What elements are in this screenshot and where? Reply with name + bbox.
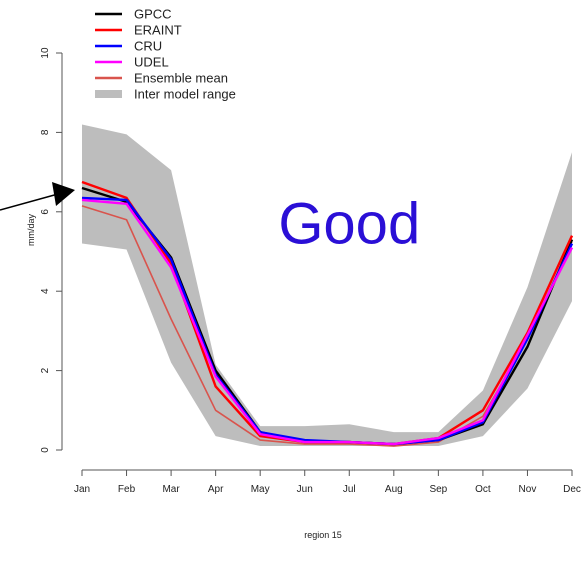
legend-label: CRU (134, 39, 162, 54)
legend-label: Inter model range (134, 87, 236, 102)
y-tick-label: 8 (40, 129, 51, 135)
inter-model-range-band (82, 124, 572, 447)
x-tick-label: May (251, 484, 270, 495)
x-tick-label: Mar (162, 484, 180, 495)
legend-label: ERAINT (134, 23, 182, 38)
x-tick-label: Jan (74, 484, 90, 495)
x-tick-label: Apr (208, 484, 224, 495)
x-tick-label: Dec (563, 484, 581, 495)
x-tick-label: Nov (519, 484, 537, 495)
x-tick-label: Oct (475, 484, 491, 495)
x-tick-label: Aug (385, 484, 403, 495)
y-tick-label: 0 (40, 447, 51, 453)
series-line-udel (81, 198, 574, 446)
series-line-ensemble-mean (81, 205, 573, 447)
y-tick-label: 2 (40, 367, 51, 373)
y-tick-label: 4 (40, 288, 51, 294)
y-axis-label: mm/day (26, 214, 36, 247)
pointer-arrow (0, 182, 75, 211)
y-tick-label: 6 (40, 209, 51, 215)
legend-label: Ensemble mean (134, 71, 228, 86)
legend-label: GPCC (134, 7, 172, 22)
x-tick-label: Sep (429, 484, 447, 495)
annotation-good: Good (278, 192, 420, 257)
x-tick-label: Feb (118, 484, 136, 495)
x-axis-label: region 15 (304, 530, 342, 540)
y-tick-label: 10 (40, 47, 51, 59)
x-tick-label: Jul (343, 484, 356, 495)
x-tick-label: Jun (297, 484, 313, 495)
legend-label: UDEL (134, 55, 169, 70)
